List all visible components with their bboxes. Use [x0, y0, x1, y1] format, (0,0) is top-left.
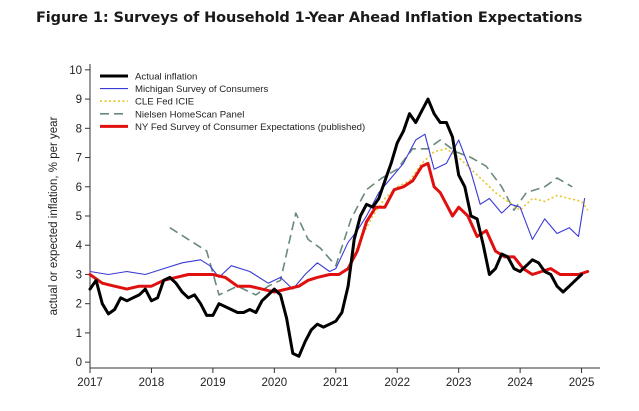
x-tick-label: 2024 [507, 377, 533, 389]
y-tick-label: 10 [69, 65, 82, 77]
x-axis-ticks: 2017 2018 2019 2020 2021 2022 2023 2024 2025 [77, 368, 594, 389]
y-tick-label: 4 [76, 240, 83, 252]
series-layer [88, 97, 590, 358]
x-tick-label: 2022 [384, 377, 410, 389]
y-tick-label: 1 [76, 328, 82, 340]
x-tick-label: 2023 [446, 377, 472, 389]
x-tick-label: 2021 [323, 377, 349, 389]
legend-label-michigan-survey: Michigan Survey of Consumers [135, 84, 269, 95]
y-tick-label: 2 [76, 299, 82, 311]
series-line-cle-fed-icie [350, 148, 589, 264]
legend-label-cle-fed-icie: CLE Fed ICIE [135, 97, 194, 108]
series-line-michigan-survey [89, 133, 586, 290]
series-line-actual-inflation [88, 97, 584, 358]
x-tick-label: 2020 [262, 377, 288, 389]
y-axis-title: actual or expected inflation, % per year [48, 116, 60, 315]
y-tick-label: 9 [76, 94, 82, 106]
y-tick-label: 8 [76, 123, 82, 135]
legend-label-ny-fed-sce: NY Fed Survey of Consumer Expectations (… [135, 122, 365, 133]
x-tick-label: 2018 [139, 377, 165, 389]
y-axis-ticks: 0 1 2 3 4 5 6 7 8 9 10 [69, 65, 90, 369]
y-tick-label: 3 [76, 269, 82, 281]
x-tick-label: 2025 [569, 377, 595, 389]
y-tick-label: 6 [76, 182, 82, 194]
y-tick-label: 7 [76, 153, 82, 165]
y-tick-label: 0 [76, 357, 82, 369]
x-tick-label: 2019 [200, 377, 226, 389]
legend-label-actual-inflation: Actual inflation [135, 72, 197, 83]
x-tick-label: 2017 [77, 377, 103, 389]
figure-title: Figure 1: Surveys of Household 1-Year Ah… [36, 10, 583, 26]
legend-label-nielsen-homescan: Nielsen HomeScan Panel [135, 109, 244, 120]
series-line-nielsen-homescan [169, 139, 573, 296]
series-line-ny-fed-sce [88, 161, 590, 294]
y-tick-label: 5 [76, 211, 82, 223]
